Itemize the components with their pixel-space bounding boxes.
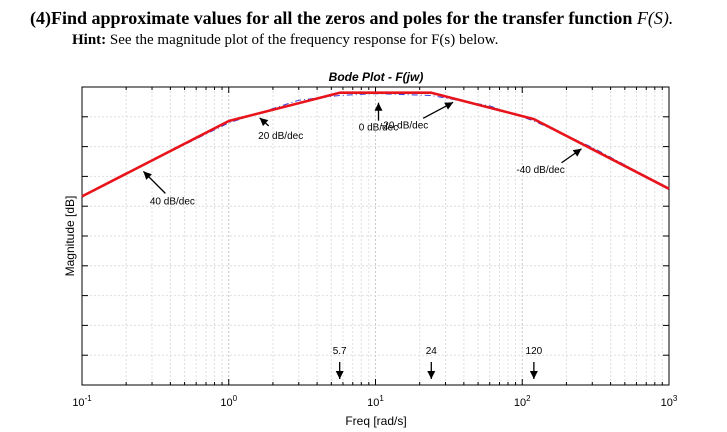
slope-arrow <box>259 117 270 127</box>
x-tick-label: 101 <box>367 394 384 409</box>
series <box>81 91 670 198</box>
question-number: (4) <box>30 8 51 28</box>
corner-frequency-label: 5.7 <box>333 346 347 357</box>
question-text: Find approximate values for all the zero… <box>51 8 633 28</box>
x-tick-labels: 10-1 100 101 102 103 <box>72 394 678 409</box>
hint-line: Hint: See the magnitude plot of the freq… <box>72 30 720 50</box>
x-tick-label: 100 <box>220 394 237 409</box>
arrow-head <box>374 102 383 111</box>
slope-label: -20 dB/dec <box>380 120 428 131</box>
y-axis-label: Magnitude [dB] <box>63 196 77 277</box>
asymptotic-magnitude-line <box>81 91 670 198</box>
annotations: 40 dB/dec 20 dB/dec 0 dB/dec-20 dB/dec -40 … <box>142 101 582 379</box>
corner-frequency-arrow <box>529 362 538 379</box>
chart-title: Bode Plot - F(jw) <box>329 70 424 84</box>
slope-label: 0 dB/dec <box>359 123 398 134</box>
arrow-head <box>427 371 436 379</box>
slope-arrow <box>374 102 383 121</box>
corner-frequency-arrow <box>335 362 344 379</box>
x-tick-label: 102 <box>514 394 531 409</box>
x-tick-label: 103 <box>661 394 678 409</box>
slope-arrow <box>142 170 166 194</box>
slope-label: -40 dB/dec <box>516 165 564 176</box>
slope-arrow <box>561 148 582 164</box>
arrow-head <box>444 102 454 110</box>
axis-ticks <box>81 87 669 385</box>
hint-label: Hint: <box>72 32 107 48</box>
arrow-head <box>529 371 538 379</box>
arrow-head <box>572 148 582 157</box>
corner-frequency-label: 24 <box>426 346 438 357</box>
hint-text: See the magnitude plot of the frequency … <box>109 32 499 48</box>
corner-frequency-label: 120 <box>526 346 543 357</box>
question-function: F(S). <box>636 8 674 28</box>
grid <box>81 87 669 385</box>
arrow-head <box>143 171 152 180</box>
question-block: (4)Find approximate values for all the z… <box>30 6 720 50</box>
x-axis-label: Freq [rad/s] <box>345 414 406 428</box>
slope-arrow <box>422 101 454 119</box>
slope-label: 20 dB/dec <box>258 131 303 142</box>
question-line: (4)Find approximate values for all the z… <box>30 6 720 30</box>
arrow-head <box>259 117 269 127</box>
corner-frequency-arrow <box>427 362 436 379</box>
x-tick-label: 10-1 <box>72 394 92 409</box>
arrow-head <box>335 371 344 379</box>
slope-label: 40 dB/dec <box>150 196 195 207</box>
